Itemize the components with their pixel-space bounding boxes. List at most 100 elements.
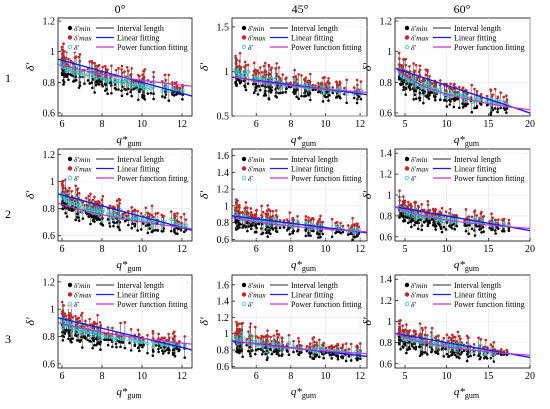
max-marker [261,75,264,79]
min-marker [337,94,340,98]
min-marker [264,346,267,349]
max-marker [61,187,65,190]
max-marker [292,75,295,79]
min-marker [499,106,502,110]
mean-marker [425,81,430,86]
min-marker [249,354,252,358]
min-marker [275,95,279,99]
mean-marker [169,217,174,222]
y-tick-label: 0.6 [217,235,230,246]
min-marker [69,73,73,77]
min-marker [444,228,448,231]
x-tick-label: 8 [288,119,293,130]
min-marker [236,78,239,81]
legend-marker [67,292,73,297]
column-title-0: 0° [115,2,126,16]
max-marker [94,64,97,68]
min-marker [265,358,269,362]
max-marker [266,329,269,332]
max-marker [100,198,104,202]
min-marker [108,225,112,228]
min-marker [494,232,497,235]
max-marker [127,209,130,213]
max-marker [120,64,124,68]
y-axis-label: δ' [360,191,374,200]
max-marker [254,71,258,75]
max-marker [331,86,335,89]
max-marker [401,200,405,203]
max-marker [352,223,356,226]
min-marker [505,111,508,114]
max-marker [264,73,268,76]
max-marker [473,209,477,212]
max-marker [505,98,509,102]
data-layer [58,178,192,236]
min-marker [397,342,401,346]
max-marker [61,309,65,313]
min-marker [439,98,442,102]
panel-row3-45°: 6 8 10 12 0.6 0.8 1 1.2 1.4 1.6 δ'min Interval leng… [197,274,368,400]
max-marker [245,337,248,341]
max-marker [255,208,258,212]
y-tick-label: 1.4 [217,297,230,308]
max-marker [402,195,405,198]
min-marker [422,221,426,224]
max-marker [235,198,238,201]
max-marker [298,344,302,347]
legend: δ'min Interval length δ'max Linear fitting δ… [403,22,525,52]
legend-marker-label: δ'max [411,291,429,300]
min-marker [175,346,178,350]
legend-label: Power function fitting [454,174,525,183]
legend-box [66,279,186,309]
min-marker [275,352,279,356]
max-marker [246,63,250,67]
max-marker [275,329,279,333]
min-marker [120,89,123,92]
y-tick-label: 1 [50,177,55,188]
max-marker [270,66,273,70]
min-marker [84,336,87,339]
legend-marker [404,44,410,50]
legend-marker [241,35,247,40]
min-marker [73,79,77,83]
max-marker [320,83,324,86]
min-marker [173,354,177,358]
max-marker [507,221,511,225]
max-marker [235,202,238,206]
max-marker [70,189,73,193]
max-marker [434,335,438,339]
min-marker [94,83,98,87]
legend-label: Interval length [454,24,501,33]
max-marker [317,81,320,85]
max-marker [87,194,90,198]
max-marker [491,93,495,96]
min-marker [115,345,118,349]
min-marker [479,356,483,359]
min-marker [268,347,272,351]
mean-marker [76,204,81,209]
legend-box [240,22,360,52]
min-marker [87,215,90,219]
legend-marker [241,175,247,181]
max-marker [295,77,298,81]
x-tick-label: 10 [320,119,330,130]
max-marker [76,187,80,190]
max-marker [274,214,278,217]
min-marker [75,339,79,342]
legend-marker [404,166,410,171]
max-marker [62,50,65,54]
max-marker [479,337,483,341]
min-marker [95,338,99,341]
min-marker [115,221,119,224]
power-fit-curve [58,202,192,230]
max-marker [234,333,237,336]
max-marker [321,343,324,347]
max-marker [479,212,483,215]
max-marker [416,204,420,208]
max-marker [317,219,320,223]
min-marker [413,89,416,93]
max-marker [475,214,479,217]
max-marker [281,73,285,76]
max-marker [93,61,96,65]
min-marker [163,346,166,349]
